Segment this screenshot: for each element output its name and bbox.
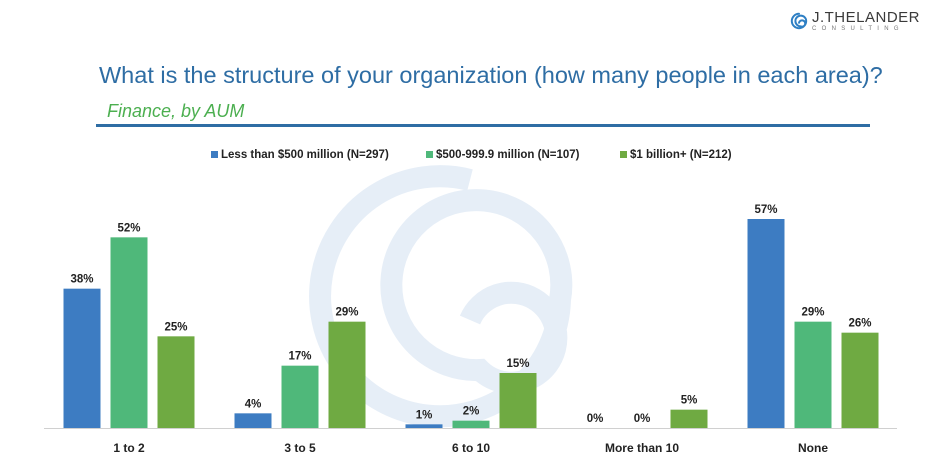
data-label-1-1: 38%: [70, 274, 93, 286]
legend-label-2: $500-999.9 million (N=107): [436, 149, 580, 161]
x-tick-label-5: None: [798, 441, 828, 455]
title-text: What is the structure of your organizati…: [99, 62, 883, 88]
page-subtitle: Finance, by AUM: [107, 101, 245, 121]
bar-1-5: [747, 219, 785, 428]
bar-1-3: [405, 424, 443, 428]
legend-label-1: Less than $500 million (N=297): [221, 149, 389, 161]
brand-tagline: CONSULTING: [811, 26, 904, 32]
x-tick-label-3: 6 to 10: [452, 441, 490, 455]
x-tick-label-2: 3 to 5: [284, 441, 316, 455]
brand-logo: J.THELANDER CONSULTING: [790, 10, 920, 32]
data-label-3-2: 29%: [335, 307, 358, 319]
title-divider: [96, 124, 870, 127]
watermark-spiral-icon: [309, 165, 573, 428]
data-label-3-1: 25%: [164, 321, 187, 333]
chart-legend: Less than $500 million (N=297) $500-999.9…: [211, 149, 732, 161]
bar-3-4: [670, 409, 708, 428]
data-label-2-2: 17%: [288, 351, 311, 363]
data-label-1-4: 0%: [587, 413, 604, 425]
data-labels: 38% 52% 25% 4% 17% 29% 1% 2% 15% 0% 0% 5% 57% 29% 26%: [70, 204, 871, 425]
data-label-2-4: 0%: [634, 413, 651, 425]
bar-3-1: [157, 336, 195, 428]
x-tick-label-4: More than 10: [605, 441, 679, 455]
x-tick-label-1: 1 to 2: [113, 441, 145, 455]
spiral-logo-icon: [790, 12, 808, 30]
bar-2-2: [281, 365, 319, 428]
data-label-1-2: 4%: [245, 398, 262, 410]
data-label-1-3: 1%: [416, 409, 433, 421]
data-label-3-4: 5%: [681, 395, 698, 407]
bar-group: [63, 219, 879, 428]
data-label-3-3: 15%: [506, 358, 529, 370]
bar-1-2: [234, 413, 272, 428]
data-label-1-5: 57%: [754, 204, 777, 216]
page-title: What is the structure of your organizati…: [99, 58, 899, 128]
bar-2-3: [452, 420, 490, 428]
bar-1-1: [63, 288, 101, 428]
legend-swatch-1: [211, 151, 218, 158]
brand-name: J.THELANDER: [811, 9, 920, 26]
bar-2-5: [794, 321, 832, 428]
bar-3-3: [499, 373, 537, 428]
bar-3-5: [841, 332, 879, 428]
bar-2-1: [110, 237, 148, 428]
data-label-3-5: 26%: [848, 318, 871, 330]
data-label-2-5: 29%: [801, 307, 824, 319]
legend-swatch-3: [620, 151, 627, 158]
x-tick-labels: 1 to 2 3 to 5 6 to 10 More than 10 None: [113, 441, 828, 455]
legend-label-3: $1 billion+ (N=212): [630, 149, 732, 161]
legend-swatch-2: [426, 151, 433, 158]
data-label-2-3: 2%: [463, 406, 480, 418]
data-label-2-1: 52%: [117, 222, 140, 234]
bar-3-2: [328, 321, 366, 428]
